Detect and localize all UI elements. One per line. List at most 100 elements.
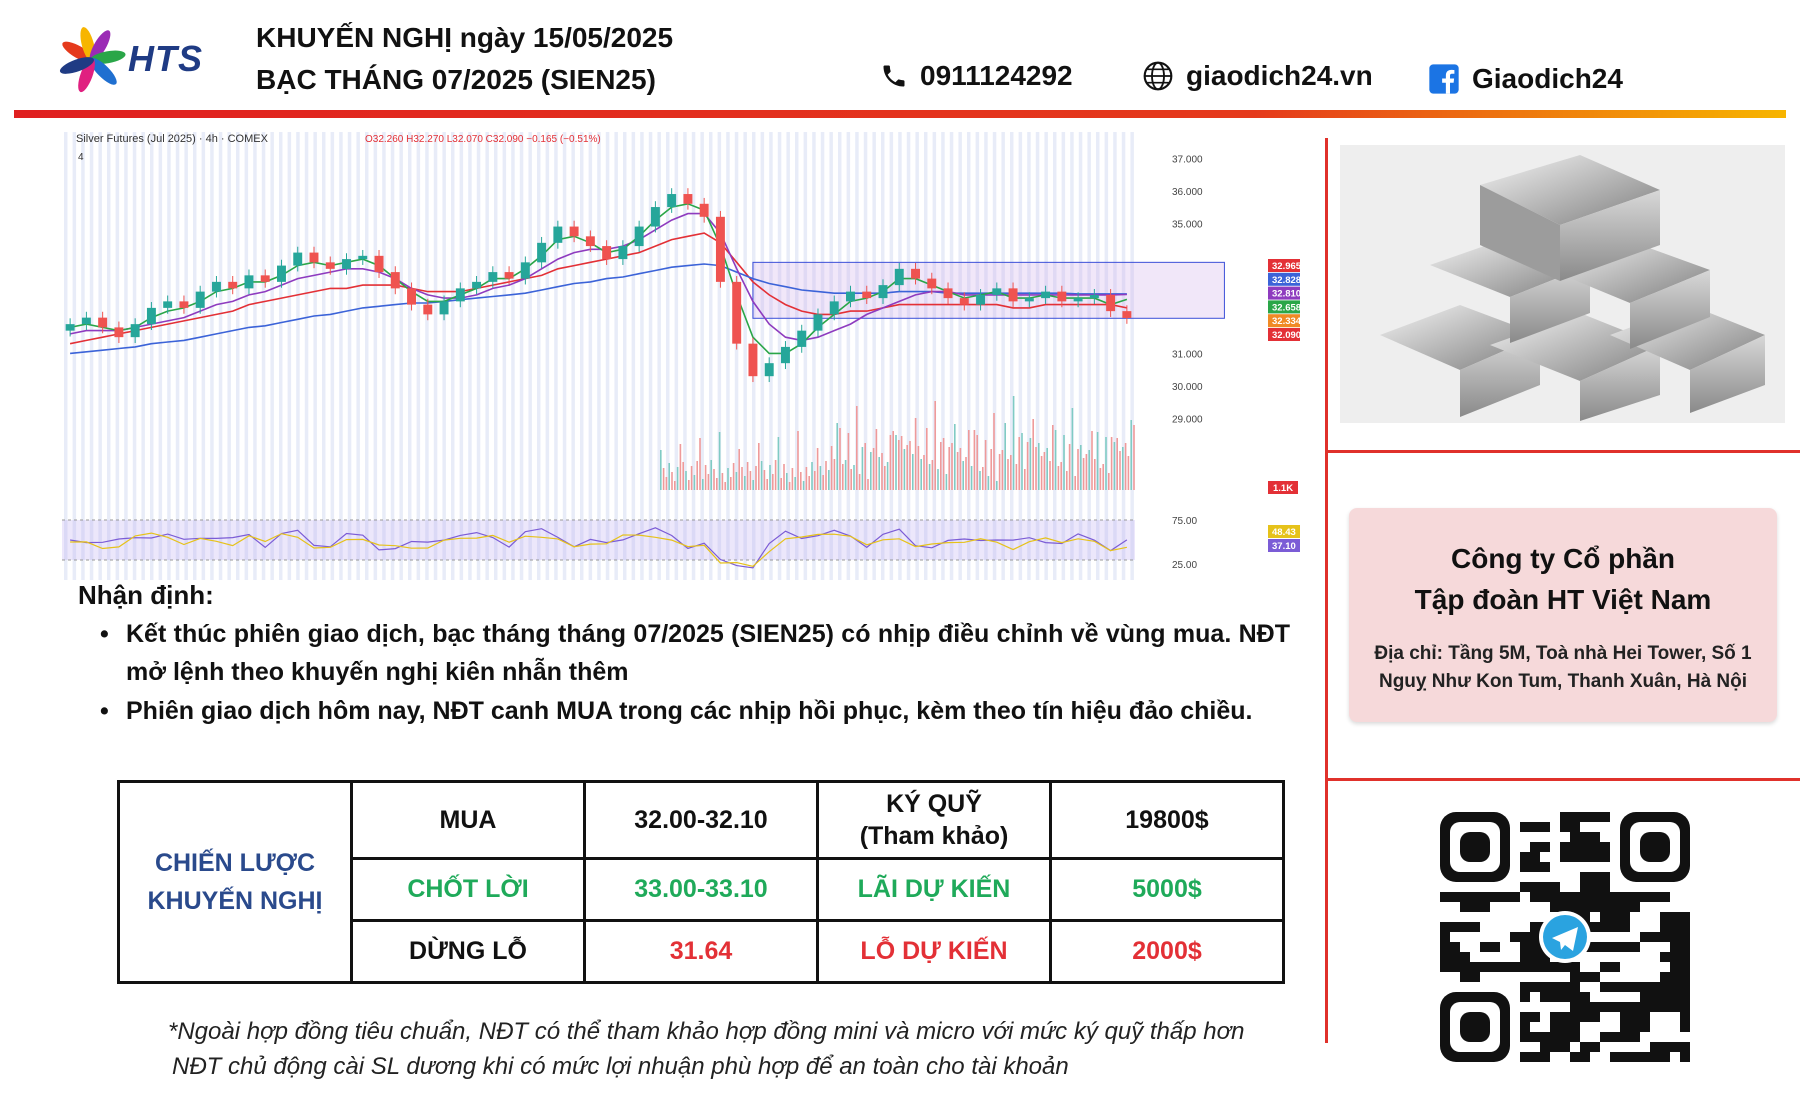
volume-bar	[934, 401, 936, 490]
qr-module	[1620, 1032, 1630, 1042]
volume-bar	[777, 437, 780, 490]
volume-bar	[886, 462, 889, 490]
volume-bar	[1077, 449, 1079, 490]
qr-module	[1590, 812, 1600, 822]
qr-module	[1560, 962, 1570, 972]
candle-body	[390, 272, 400, 289]
candle-body	[293, 252, 303, 266]
volume-bar	[998, 454, 1001, 490]
candle-body	[1008, 288, 1018, 302]
candle-body	[98, 317, 108, 328]
qr-module	[1520, 822, 1530, 832]
volume-bar	[979, 471, 981, 490]
qr-module	[1460, 972, 1470, 982]
volume-bar	[900, 436, 903, 490]
qr-module	[1600, 812, 1610, 822]
price-tag	[1268, 300, 1300, 314]
volume-bar	[774, 460, 777, 490]
candle-body	[260, 275, 270, 282]
candle-body	[309, 252, 319, 263]
expected-profit-amount: 5000$	[1049, 857, 1285, 922]
background-stripe	[992, 132, 997, 580]
volume-bar	[660, 450, 662, 490]
candle-body	[1073, 298, 1083, 302]
qr-module	[1520, 1012, 1530, 1022]
range-box	[752, 261, 1225, 319]
background-stripe	[889, 132, 894, 580]
qr-module	[1490, 962, 1500, 972]
phone-contact[interactable]: 0911124292	[880, 60, 1073, 92]
facebook-link[interactable]: Giaodich24	[1428, 63, 1623, 95]
y-tick-label: 37.000	[1172, 154, 1203, 165]
qr-module	[1530, 862, 1540, 872]
background-stripe	[717, 132, 722, 580]
qr-module	[1610, 912, 1620, 922]
volume-bar	[1068, 444, 1071, 490]
qr-module	[1610, 962, 1620, 972]
qr-module	[1450, 892, 1460, 902]
candle-body	[829, 301, 839, 315]
qr-module	[1680, 1042, 1690, 1052]
volume-bar	[752, 480, 754, 490]
qr-module	[1660, 1002, 1670, 1012]
qr-module	[1650, 982, 1660, 992]
qr-module	[1580, 1052, 1590, 1062]
volume-bar	[1074, 476, 1076, 490]
qr-module	[1500, 892, 1510, 902]
candle-body	[1057, 291, 1067, 302]
volume-bar	[914, 418, 917, 490]
candle-body	[163, 301, 173, 308]
volume-bar	[665, 477, 668, 490]
qr-module	[1470, 892, 1480, 902]
qr-module	[1630, 1032, 1640, 1042]
phone-icon	[883, 65, 905, 87]
candle-body	[634, 226, 644, 247]
background-stripe	[932, 132, 937, 580]
volume-bar	[833, 459, 836, 490]
qr-module	[1550, 1042, 1560, 1052]
volume-bar	[878, 457, 880, 490]
candle-body	[683, 194, 693, 204]
background-stripe	[390, 132, 395, 580]
qr-module	[1650, 1002, 1660, 1012]
qr-module	[1640, 982, 1650, 992]
volume-bar	[867, 479, 869, 490]
background-stripe	[640, 132, 644, 580]
qr-module	[1590, 842, 1600, 852]
qr-module	[1620, 922, 1630, 932]
qr-module	[1510, 892, 1520, 902]
qr-module	[1600, 842, 1610, 852]
website-link[interactable]: giaodich24.vn	[1142, 60, 1373, 92]
background-stripe	[365, 132, 369, 580]
qr-module	[1660, 1042, 1670, 1052]
candle-body	[862, 291, 872, 299]
qr-module	[1440, 952, 1450, 962]
volume-bar	[987, 476, 990, 490]
telegram-qr-code[interactable]	[1440, 812, 1690, 1062]
price-tag-label: 32.090	[1272, 330, 1300, 341]
y-tick-label: 29.000	[1172, 414, 1203, 425]
background-stripe	[803, 132, 808, 580]
analysis-bullet-text: Kết thúc phiên giao dịch, bạc tháng thán…	[126, 620, 1290, 686]
volume-bar	[1029, 438, 1032, 490]
volume-bar	[1071, 408, 1074, 490]
background-stripe	[287, 132, 292, 580]
background-stripe	[425, 132, 429, 580]
qr-module	[1490, 942, 1500, 952]
qr-module	[1660, 992, 1670, 1002]
background-stripe	[1104, 132, 1109, 580]
margin-label-cell: KÝ QUỸ (Tham khảo)	[816, 780, 1052, 860]
background-stripe	[81, 132, 85, 580]
price-tag-label: 32.828	[1272, 275, 1300, 286]
qr-module	[1620, 942, 1630, 952]
background-stripe	[898, 132, 902, 580]
qr-module	[1540, 992, 1550, 1002]
volume-bar	[861, 447, 864, 490]
volume-bar	[713, 469, 715, 490]
candle-body	[423, 304, 433, 315]
qr-module	[1630, 982, 1640, 992]
price-chart: 37.000 36.000 35.000 31.000 30.000 29.000 75.0…	[60, 124, 1300, 580]
volume-bar	[884, 466, 886, 490]
volume-bar	[811, 462, 813, 490]
volume-bar	[959, 448, 962, 490]
